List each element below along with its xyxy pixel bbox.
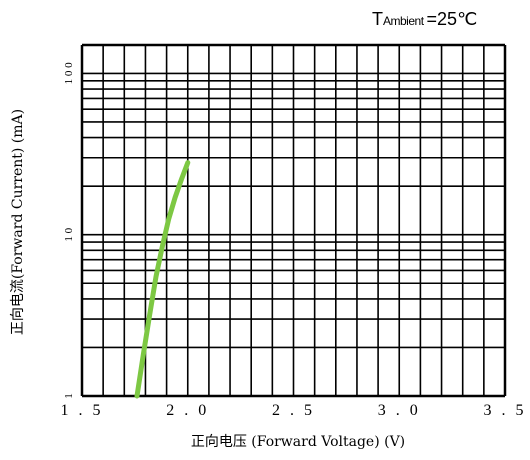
x-tick-label: 2 . 5 [272,402,315,419]
x-axis-label: 正向电压 (Forward Voltage) (V) [191,434,405,450]
x-tick-labels: 1 . 5 2 . 0 2 . 5 3 . 0 3 . 5 [61,402,527,419]
ambient-value: =25℃ [427,9,478,29]
x-tick-label: 1 . 5 [61,402,104,419]
x-tick-label: 3 . 5 [484,402,527,419]
y-axis-label: 正向电流(Forward Current) (mA) [10,109,26,335]
x-tick-label: 3 . 0 [378,402,421,419]
y-tick-label: 1 [63,393,75,399]
ambient-symbol: T [372,9,383,29]
y-tick-label: 1 0 [63,227,75,241]
ambient-temperature-annotation: TAmbient =25℃ [372,9,477,29]
series-line [134,160,191,399]
y-tick-label: 1 0 0 [63,62,75,85]
grid [80,43,507,398]
ambient-subscript: Ambient [383,14,425,28]
series-layer [134,160,191,399]
y-tick-labels: 1 1 0 1 0 0 [63,62,75,399]
x-tick-label: 2 . 0 [166,402,209,419]
